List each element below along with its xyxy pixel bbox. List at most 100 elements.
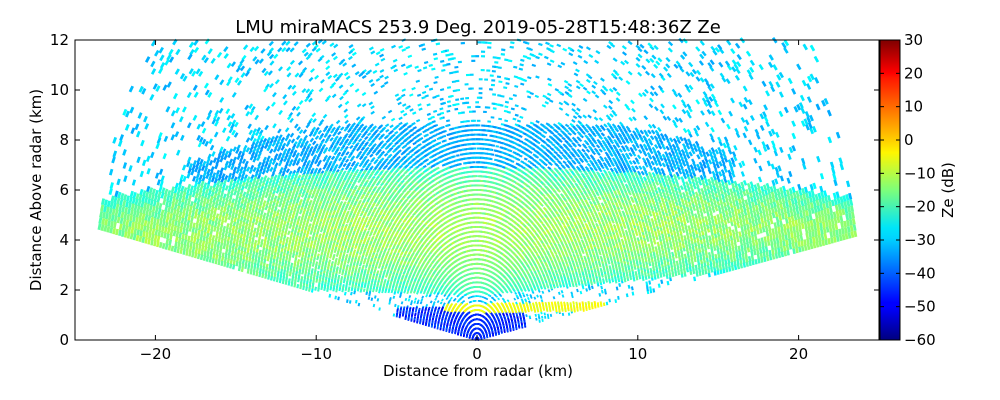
radar-bin [738, 187, 743, 194]
radar-bin [788, 221, 793, 228]
radar-bin [720, 207, 725, 213]
radar-bin [587, 300, 591, 305]
radar-bin [737, 183, 742, 189]
radar-bin [561, 294, 565, 298]
radar-bin [836, 197, 841, 205]
radar-bin [720, 234, 724, 240]
radar-bin [800, 245, 805, 252]
radar-bin [547, 289, 551, 293]
radar-bin [718, 208, 722, 214]
radar-bin [724, 241, 728, 247]
radar-bin [761, 206, 766, 213]
radar-bin [797, 218, 802, 225]
radar-bin [813, 224, 818, 231]
radar-bin [829, 161, 835, 169]
radar-bin [758, 227, 763, 234]
radar-bin [797, 183, 802, 191]
radar-bin [717, 190, 722, 197]
radar-bin [763, 220, 768, 227]
radar-bin [759, 196, 764, 203]
radar-bin [778, 236, 783, 243]
radar-bin [789, 210, 794, 217]
radar-bin [779, 187, 784, 194]
radar-bin [584, 301, 588, 306]
radar-bin [850, 231, 855, 238]
radar-bin [774, 227, 778, 234]
radar-bin [771, 196, 776, 203]
radar-bin [777, 165, 782, 172]
radar-bin [718, 239, 722, 245]
radar-bin [815, 241, 820, 248]
radar-bin [779, 241, 783, 248]
radar-bin [771, 253, 776, 260]
radar-bin [746, 208, 751, 215]
radar-bin [740, 196, 745, 203]
radar-bin [709, 243, 713, 249]
radar-bin [839, 163, 845, 171]
radar-bin [783, 207, 788, 214]
radar-bin [549, 313, 553, 317]
radar-bin [514, 291, 518, 295]
radar-bin [751, 190, 756, 197]
radar-bin [811, 230, 815, 238]
radar-bin [730, 239, 734, 245]
radar-bin [737, 212, 742, 219]
radar-bin [753, 230, 757, 236]
radar-bin [769, 186, 774, 193]
radar-bin [850, 205, 855, 213]
radar-bin [524, 298, 527, 302]
radar-bin [738, 231, 742, 237]
radar-bin [800, 200, 805, 207]
radar-bin [715, 261, 719, 267]
radar-bin [802, 193, 807, 200]
radar-bin [725, 227, 729, 234]
radar-bin [605, 301, 609, 306]
radar-bin [728, 248, 733, 254]
radar-bin [725, 231, 730, 238]
radar-bin [750, 201, 755, 207]
radar-bin [749, 207, 753, 213]
radar-bin [545, 283, 549, 287]
radar-bin [808, 214, 813, 221]
radar-bin [791, 220, 796, 227]
radar-bin [608, 298, 611, 303]
radar-bin [821, 221, 826, 228]
radar-bin [716, 231, 721, 237]
radar-bin [798, 223, 802, 231]
radar-bin [745, 218, 749, 225]
radar-bin [803, 186, 809, 193]
radar-bin [757, 218, 762, 225]
radar-bin [515, 301, 518, 305]
radar-bin [810, 189, 815, 196]
radar-bin [758, 207, 763, 214]
radar-bin [852, 224, 857, 231]
radar-bin [751, 235, 755, 242]
radar-bin [585, 288, 589, 292]
radar-bin [707, 218, 712, 224]
radar-bin [656, 241, 660, 247]
radar-bin [747, 232, 752, 238]
radar-bin [721, 259, 725, 266]
radar-bin [845, 180, 851, 188]
radar-bin [765, 182, 770, 189]
radar-bin [735, 255, 740, 261]
radar-bin [755, 244, 759, 250]
radar-bin [821, 197, 826, 204]
radar-bin [774, 166, 779, 174]
radar-bin [847, 206, 852, 214]
radar-bin [749, 211, 754, 218]
radar-bin [778, 198, 783, 205]
radar-bin [713, 270, 717, 276]
radar-bin [757, 238, 762, 244]
radar-bin [809, 219, 814, 227]
radar-bin [800, 240, 804, 247]
radar-bin [713, 232, 718, 239]
radar-bin [782, 240, 786, 247]
radar-bin [747, 187, 752, 194]
radar-bin [762, 184, 768, 191]
radar-bin [798, 206, 803, 213]
radar-bin [774, 253, 779, 259]
radar-bin [722, 268, 726, 274]
radar-bin [752, 210, 757, 217]
chart-title: LMU miraMACS 253.9 Deg. 2019-05-28T15:48… [235, 17, 721, 38]
